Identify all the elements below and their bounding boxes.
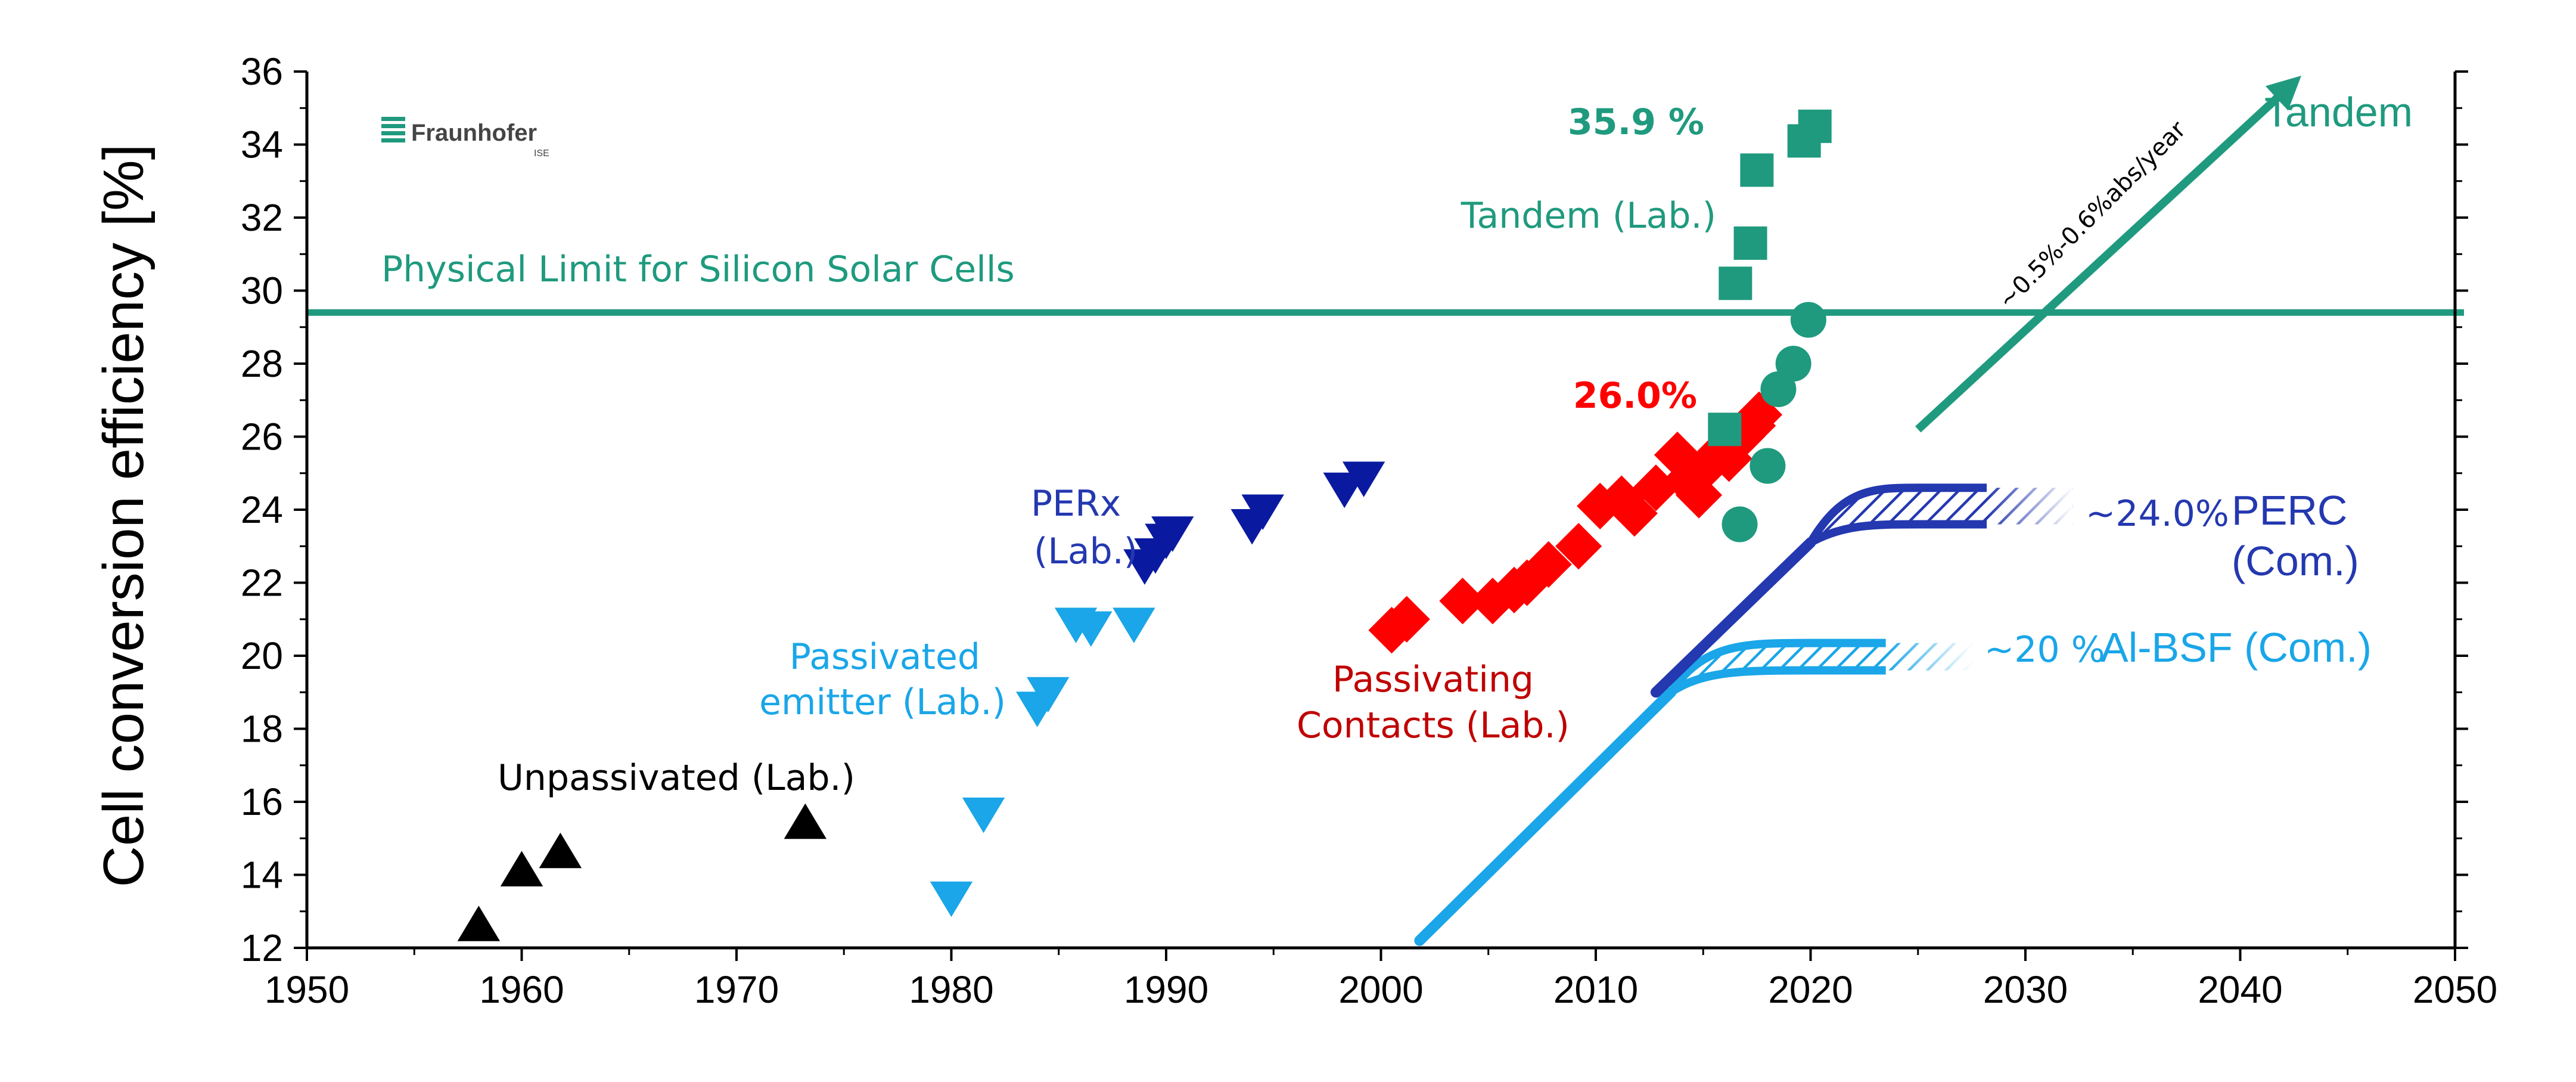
data-point-square <box>1708 413 1742 447</box>
data-point-triangle-up <box>784 803 827 839</box>
data-point-diamond <box>1383 596 1430 643</box>
perx-label-line2: (Lab.) <box>1034 531 1138 572</box>
perc-growth-line <box>1650 537 1816 698</box>
bsf-growth-line <box>1414 687 1677 946</box>
x-tick-label: 1980 <box>909 968 993 1011</box>
x-tick-label: 2020 <box>1768 968 1853 1011</box>
unpassivated-label: Unpassivated (Lab.) <box>498 757 855 799</box>
data-point-diamond <box>1368 607 1415 654</box>
data-point-triangle-up <box>539 832 582 869</box>
passivating-label-line1: Passivating <box>1332 659 1534 700</box>
bsf-name-label: Al-BSF (Com.) <box>2100 624 2372 671</box>
x-tick-label: 2030 <box>1983 968 2068 1011</box>
passivated-label-line2: emitter (Lab.) <box>759 681 1006 723</box>
x-tick-label: 2000 <box>1338 968 1423 1011</box>
data-point-diamond <box>1555 523 1602 570</box>
data-point-diamond <box>1611 490 1658 537</box>
y-tick-label: 30 <box>241 269 283 312</box>
y-tick-label: 22 <box>241 562 283 604</box>
limit-line-label: Physical Limit for Silicon Solar Cells <box>381 249 1015 290</box>
passivated-label-line1: Passivated <box>790 636 980 678</box>
bsf-value-label: ~20 % <box>1984 629 2105 671</box>
x-tick-label: 1970 <box>694 968 779 1011</box>
tandem-trend-arrow <box>1915 75 2301 433</box>
passivating-label-line2: Contacts (Lab.) <box>1297 705 1570 746</box>
y-tick-label: 20 <box>241 634 283 677</box>
tandem-trend-label: Tandem <box>2264 89 2413 135</box>
si-record-label: 26.0% <box>1573 375 1697 417</box>
data-point-circle <box>1722 506 1758 542</box>
axes-layer: 1950 1960 1970 1980 1990 2000 2010 2020 2030 2040… <box>241 50 2497 1011</box>
data-point-diamond <box>1439 578 1486 625</box>
y-tick-label: 14 <box>241 854 283 897</box>
perc-value-label: ~24.0% <box>2086 493 2229 535</box>
data-point-triangle-down <box>1241 494 1284 530</box>
tandem-lab-label: Tandem (Lab.) <box>1461 195 1716 237</box>
perx-label-line1: PERx <box>1031 483 1121 525</box>
x-tick-label: 1960 <box>479 968 564 1011</box>
svg-text:ISE: ISE <box>534 148 549 159</box>
data-point-triangle-down <box>1113 607 1155 643</box>
y-tick-label: 26 <box>241 416 283 458</box>
data-point-square <box>1798 109 1832 143</box>
perc-upper-edge <box>1807 483 1987 545</box>
perc-name-label: PERC <box>2232 487 2347 534</box>
svg-text:Fraunhofer: Fraunhofer <box>411 120 537 146</box>
y-tick-label: 12 <box>241 926 283 969</box>
perc-lower-edge <box>1809 520 1987 547</box>
y-axis-label: Cell conversion efficiency [%] <box>92 144 156 888</box>
data-point-square <box>1733 226 1767 260</box>
y-tick-label: 24 <box>241 488 283 531</box>
fraunhofer-logo: Fraunhofer ISE <box>381 117 549 159</box>
y-tick-label: 32 <box>241 196 283 239</box>
x-tick-label: 2040 <box>2198 968 2282 1011</box>
data-point-triangle-down <box>1342 461 1385 497</box>
bsf-lower-edge <box>1668 666 1886 696</box>
tandem-record-label: 35.9 % <box>1568 101 1704 143</box>
x-tick-label: 2010 <box>1553 968 1638 1011</box>
perc-sub-label: (Com.) <box>2232 538 2359 584</box>
data-point-square <box>1719 266 1752 300</box>
data-point-triangle-down <box>1027 677 1070 713</box>
data-point-triangle-down <box>1070 611 1113 647</box>
y-tick-label: 34 <box>241 123 283 166</box>
points-layer <box>457 109 1832 941</box>
data-point-triangle-down <box>962 797 1005 833</box>
data-point-circle <box>1775 346 1811 382</box>
data-point-diamond <box>1525 541 1572 588</box>
x-tick-label: 1990 <box>1124 968 1208 1011</box>
tandem-rate-label: ~0.5%-0.6%abs/year <box>1993 116 2192 314</box>
data-point-triangle-up <box>457 906 501 941</box>
x-tick-label: 1950 <box>265 968 349 1011</box>
trend-layer <box>1414 75 2301 946</box>
data-point-circle <box>1750 448 1786 484</box>
x-tick-label: 2050 <box>2413 968 2497 1011</box>
data-point-triangle-down <box>930 881 973 917</box>
bsf-upper-edge <box>1667 638 1886 695</box>
y-tick-label: 28 <box>241 342 283 385</box>
data-point-square <box>1740 153 1774 187</box>
y-tick-label: 16 <box>241 780 283 823</box>
data-point-triangle-down <box>1151 516 1194 552</box>
data-point-triangle-up <box>500 851 543 886</box>
data-point-circle <box>1790 302 1826 338</box>
y-tick-label: 18 <box>241 708 283 751</box>
y-tick-label: 36 <box>241 50 283 93</box>
